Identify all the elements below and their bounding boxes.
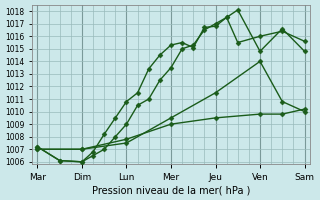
X-axis label: Pression niveau de la mer( hPa ): Pression niveau de la mer( hPa ) <box>92 185 250 195</box>
